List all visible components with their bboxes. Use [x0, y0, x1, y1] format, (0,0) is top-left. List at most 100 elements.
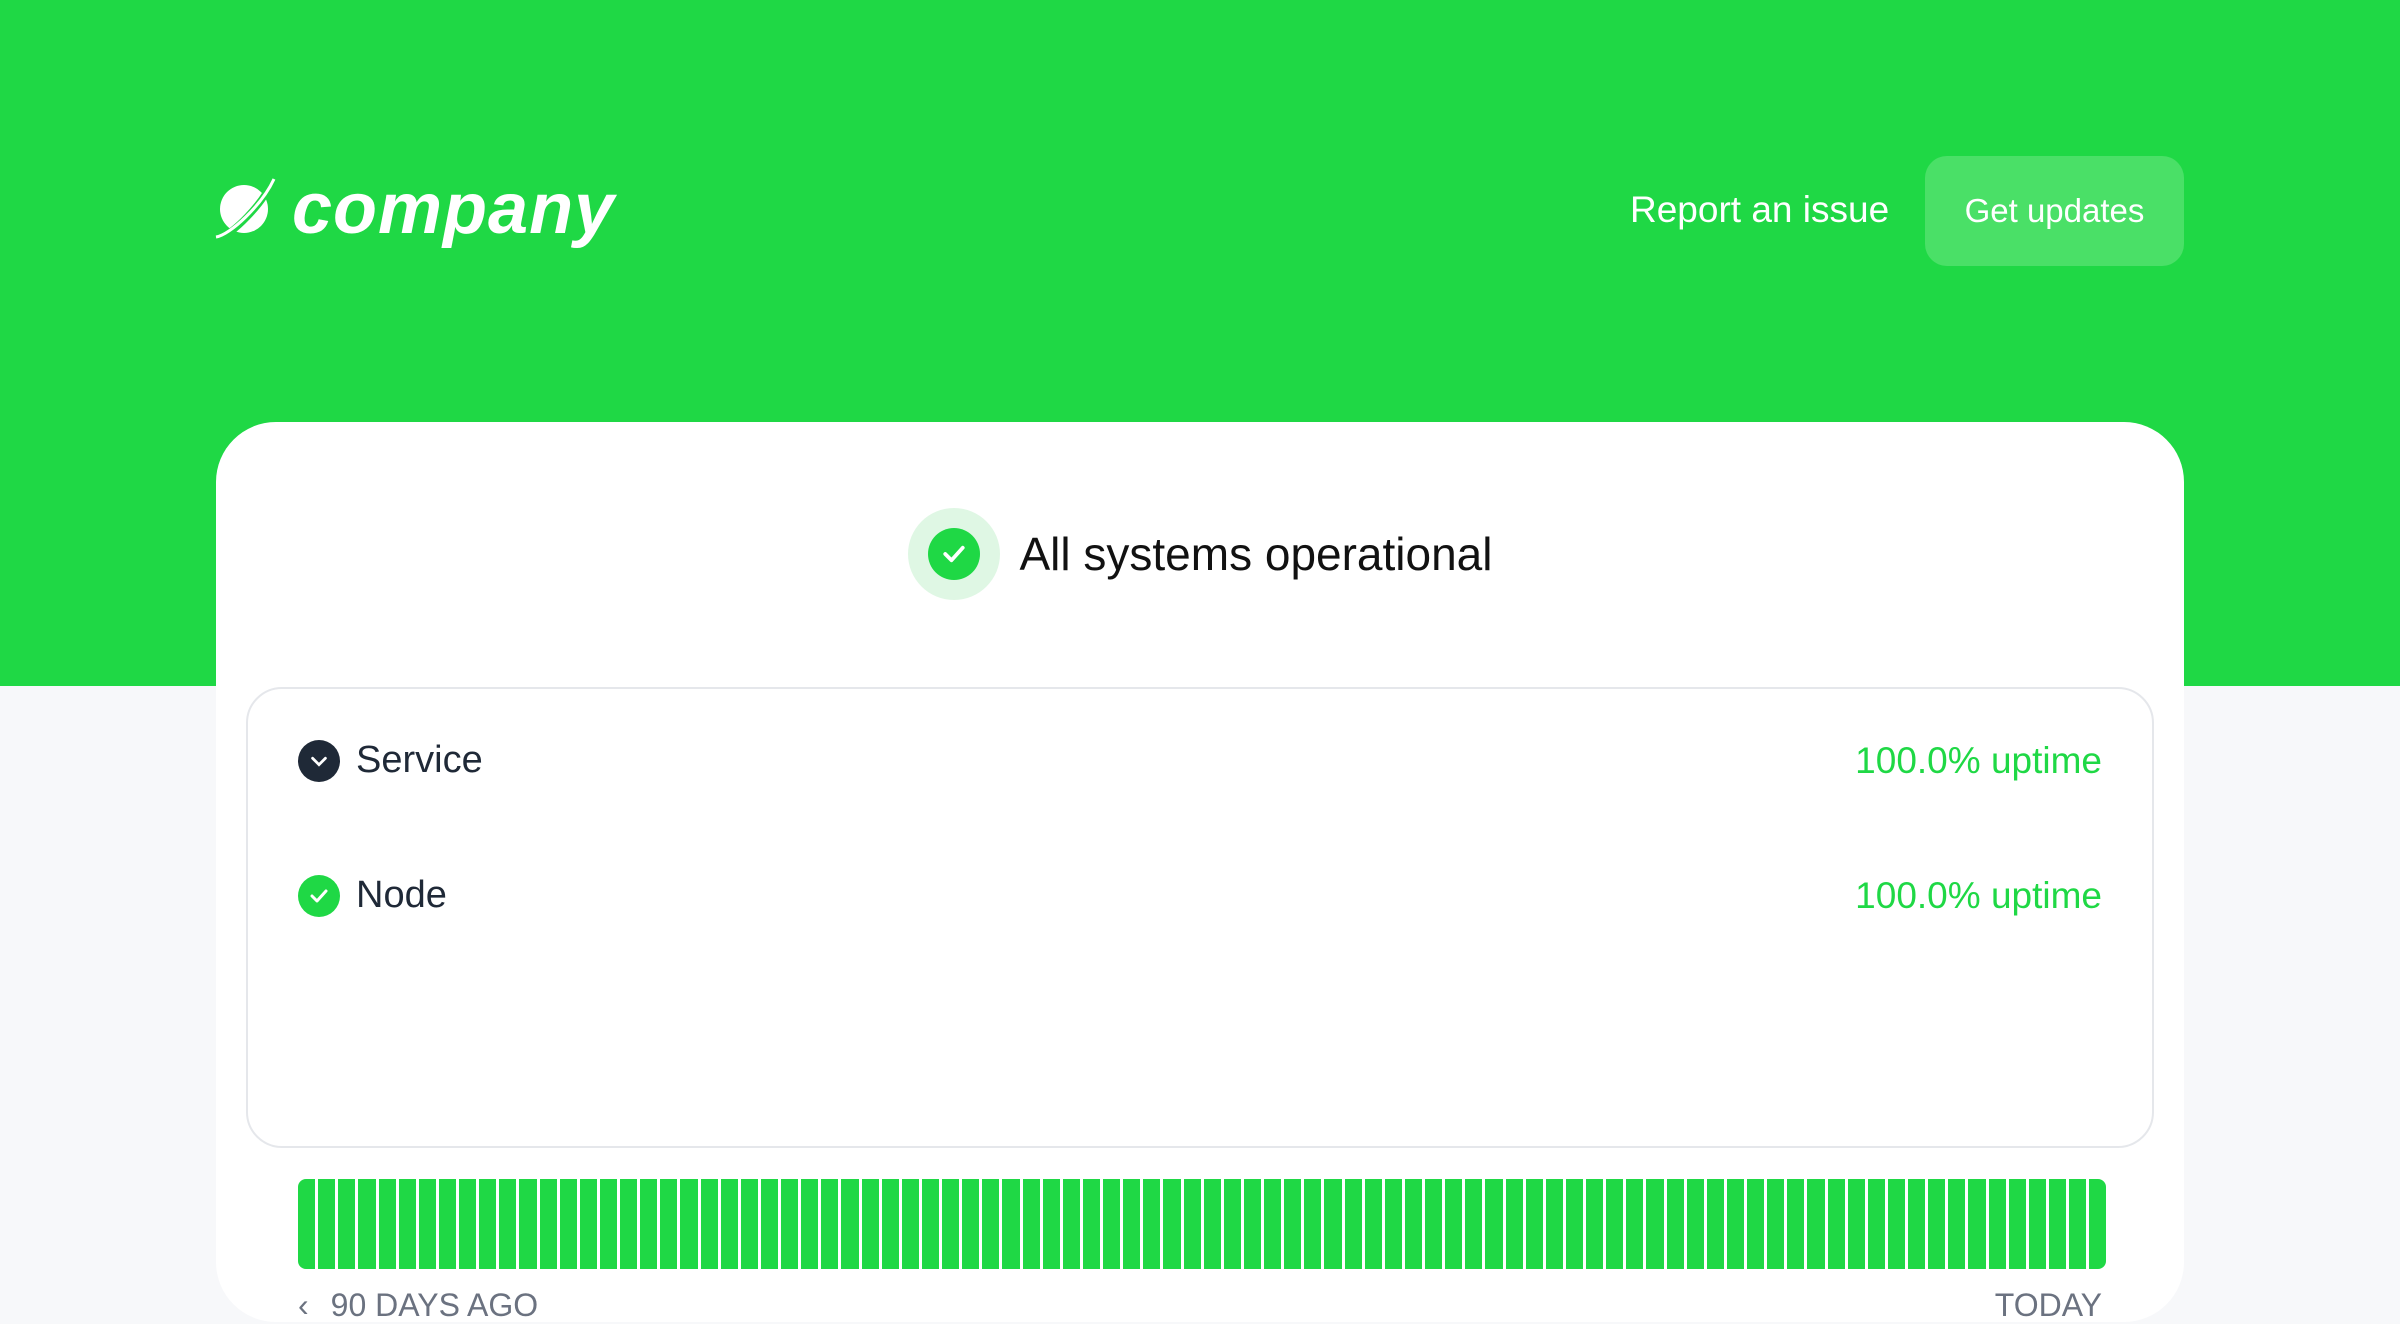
uptime-day-bar[interactable]	[1787, 1179, 1805, 1269]
uptime-day-bar[interactable]	[1384, 1179, 1402, 1269]
uptime-day-bar[interactable]	[479, 1179, 497, 1269]
uptime-day-bar[interactable]	[438, 1179, 456, 1269]
chevron-left-icon[interactable]: ‹	[298, 1287, 309, 1323]
uptime-day-bar[interactable]	[1606, 1179, 1624, 1269]
uptime-day-bar[interactable]	[338, 1179, 356, 1269]
uptime-day-bar[interactable]	[1545, 1179, 1563, 1269]
uptime-day-bar[interactable]	[1022, 1179, 1040, 1269]
uptime-day-bar[interactable]	[1123, 1179, 1141, 1269]
uptime-day-bar[interactable]	[1847, 1179, 1865, 1269]
uptime-day-bar[interactable]	[579, 1179, 597, 1269]
uptime-day-bar[interactable]	[539, 1179, 557, 1269]
uptime-day-bar[interactable]	[1324, 1179, 1342, 1269]
uptime-day-bar[interactable]	[1304, 1179, 1322, 1269]
uptime-day-bar[interactable]	[901, 1179, 919, 1269]
uptime-day-bar[interactable]	[700, 1179, 718, 1269]
uptime-day-bar[interactable]	[1565, 1179, 1583, 1269]
uptime-day-bar[interactable]	[1485, 1179, 1503, 1269]
uptime-day-bar[interactable]	[2089, 1179, 2107, 1269]
uptime-day-bar[interactable]	[982, 1179, 1000, 1269]
uptime-day-bar[interactable]	[1465, 1179, 1483, 1269]
uptime-day-bar[interactable]	[1887, 1179, 1905, 1269]
uptime-day-bar[interactable]	[781, 1179, 799, 1269]
company-logo[interactable]: company	[212, 168, 615, 250]
uptime-day-bar[interactable]	[599, 1179, 617, 1269]
uptime-day-bar[interactable]	[1525, 1179, 1543, 1269]
uptime-day-bar[interactable]	[1203, 1179, 1221, 1269]
uptime-day-bar[interactable]	[1586, 1179, 1604, 1269]
uptime-day-bar[interactable]	[2028, 1179, 2046, 1269]
uptime-day-bar[interactable]	[378, 1179, 396, 1269]
uptime-day-bar[interactable]	[942, 1179, 960, 1269]
uptime-day-bar[interactable]	[1706, 1179, 1724, 1269]
uptime-day-bar[interactable]	[418, 1179, 436, 1269]
uptime-day-bar[interactable]	[1626, 1179, 1644, 1269]
uptime-day-bar[interactable]	[1968, 1179, 1986, 1269]
uptime-day-bar[interactable]	[1948, 1179, 1966, 1269]
uptime-day-bar[interactable]	[881, 1179, 899, 1269]
uptime-day-bar[interactable]	[1143, 1179, 1161, 1269]
uptime-day-bar[interactable]	[740, 1179, 758, 1269]
uptime-day-bar[interactable]	[1807, 1179, 1825, 1269]
uptime-day-bar[interactable]	[1183, 1179, 1201, 1269]
uptime-day-bar[interactable]	[1163, 1179, 1181, 1269]
uptime-day-bar[interactable]	[1223, 1179, 1241, 1269]
uptime-day-bar[interactable]	[1103, 1179, 1121, 1269]
uptime-day-bar[interactable]	[1988, 1179, 2006, 1269]
uptime-day-bar[interactable]	[760, 1179, 778, 1269]
uptime-day-bar[interactable]	[1747, 1179, 1765, 1269]
uptime-day-bar[interactable]	[620, 1179, 638, 1269]
uptime-day-bar[interactable]	[298, 1179, 316, 1269]
uptime-day-bar[interactable]	[1002, 1179, 1020, 1269]
uptime-day-bar[interactable]	[358, 1179, 376, 1269]
uptime-day-bar[interactable]	[720, 1179, 738, 1269]
uptime-day-bar[interactable]	[519, 1179, 537, 1269]
uptime-day-bar[interactable]	[1425, 1179, 1443, 1269]
uptime-day-bar[interactable]	[801, 1179, 819, 1269]
uptime-day-bar[interactable]	[680, 1179, 698, 1269]
uptime-day-bar[interactable]	[1404, 1179, 1422, 1269]
uptime-day-bar[interactable]	[1726, 1179, 1744, 1269]
uptime-day-bar[interactable]	[1243, 1179, 1261, 1269]
uptime-day-bar[interactable]	[1767, 1179, 1785, 1269]
uptime-day-bar[interactable]	[1505, 1179, 1523, 1269]
uptime-day-bar[interactable]	[1867, 1179, 1885, 1269]
uptime-day-bar[interactable]	[1364, 1179, 1382, 1269]
uptime-day-bar[interactable]	[1666, 1179, 1684, 1269]
uptime-day-bar[interactable]	[1827, 1179, 1845, 1269]
uptime-day-bar[interactable]	[1082, 1179, 1100, 1269]
uptime-day-bar[interactable]	[962, 1179, 980, 1269]
chevron-down-icon[interactable]	[298, 739, 340, 782]
uptime-day-bar[interactable]	[2048, 1179, 2066, 1269]
uptime-day-bar[interactable]	[660, 1179, 678, 1269]
uptime-day-bar[interactable]	[499, 1179, 517, 1269]
uptime-day-bar[interactable]	[1928, 1179, 1946, 1269]
uptime-day-bar[interactable]	[1445, 1179, 1463, 1269]
component-name: Node	[356, 874, 447, 916]
uptime-day-bar[interactable]	[559, 1179, 577, 1269]
uptime-day-bar[interactable]	[861, 1179, 879, 1269]
uptime-day-bar[interactable]	[1646, 1179, 1664, 1269]
uptime-day-bar[interactable]	[640, 1179, 658, 1269]
uptime-day-bar[interactable]	[2008, 1179, 2026, 1269]
uptime-day-bar[interactable]	[1344, 1179, 1362, 1269]
timeline-start[interactable]: ‹ 90 DAYS AGO	[298, 1287, 539, 1323]
component-service[interactable]: Service 100.0% uptime	[298, 739, 2102, 782]
uptime-day-bar[interactable]	[1686, 1179, 1704, 1269]
uptime-day-bar[interactable]	[459, 1179, 477, 1269]
uptime-day-bar[interactable]	[821, 1179, 839, 1269]
uptime-day-bar[interactable]	[1264, 1179, 1282, 1269]
uptime-day-bar[interactable]	[841, 1179, 859, 1269]
report-issue-link[interactable]: Report an issue	[1630, 189, 1890, 230]
get-updates-button[interactable]: Get updates	[1925, 156, 2184, 266]
uptime-day-bar[interactable]	[1042, 1179, 1060, 1269]
uptime-day-bar[interactable]	[398, 1179, 416, 1269]
uptime-day-bar[interactable]	[1908, 1179, 1926, 1269]
check-circle-icon	[907, 508, 1000, 600]
uptime-day-bar[interactable]	[2069, 1179, 2087, 1269]
uptime-day-bar[interactable]	[921, 1179, 939, 1269]
uptime-day-bar[interactable]	[1062, 1179, 1080, 1269]
uptime-day-bar[interactable]	[318, 1179, 336, 1269]
uptime-bars	[298, 1179, 2107, 1269]
uptime-day-bar[interactable]	[1284, 1179, 1302, 1269]
